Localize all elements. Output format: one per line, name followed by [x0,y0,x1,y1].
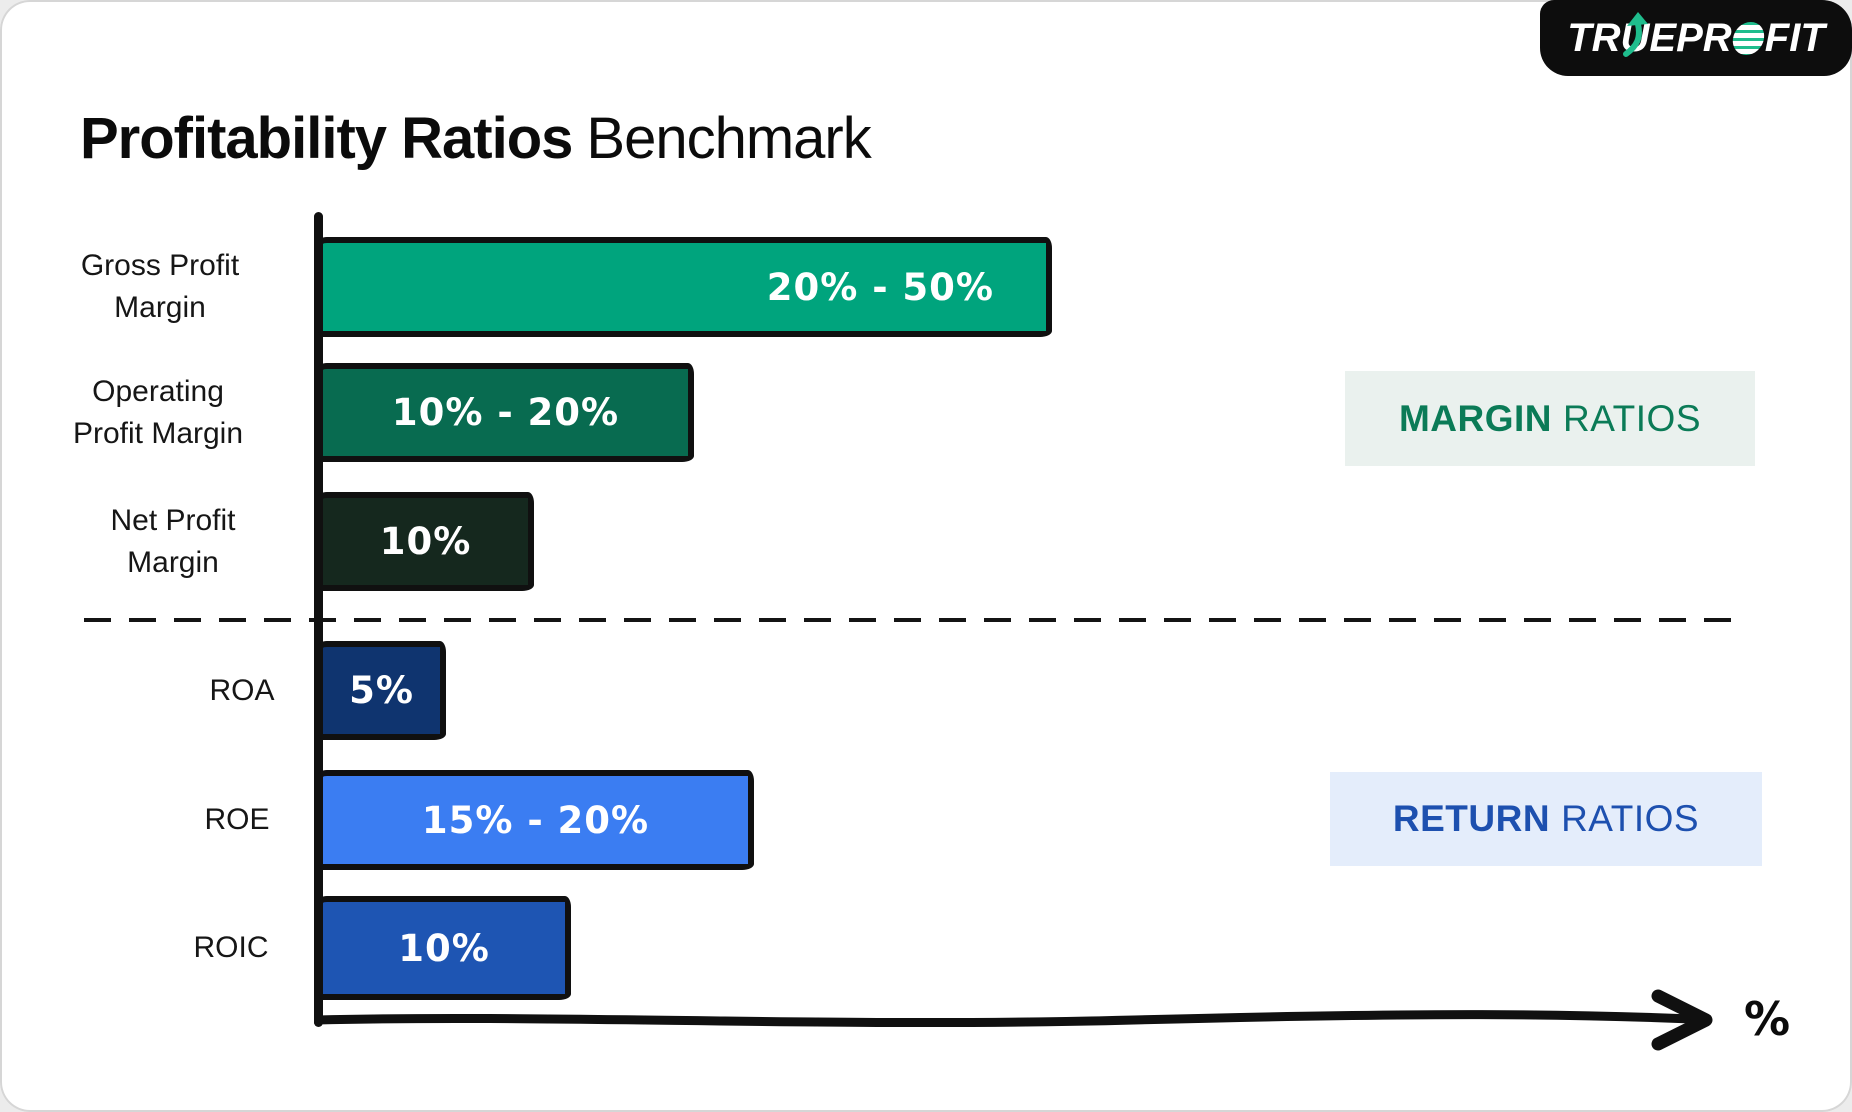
logo-letters: FIT [1764,16,1825,60]
group-separator-dashed-line [84,618,1746,622]
bar: 20% - 50% [317,237,1052,337]
bar-value-label: 20% - 50% [766,265,994,309]
bar: 10% [317,896,571,1000]
x-axis-unit-label: % [1744,992,1791,1046]
badge-text-bold: RETURN [1392,798,1551,839]
logo-letters: TR [1567,16,1621,60]
page-title: Profitability Ratios Benchmark [80,105,872,172]
bar-category-label: ROIC [193,931,269,964]
bar-value-label: 5% [349,669,414,712]
bar: 10% - 20% [317,363,694,462]
bar-value-label: 10% [398,926,490,970]
bar-category-label: Gross Profit Margin [80,249,240,324]
bar-value-label: 10% [379,520,472,563]
page-title-bold: Profitability Ratios [80,105,573,171]
return-ratios-badge: RETURN RATIOS [1330,772,1762,866]
badge-text-regular: RATIOS [1563,397,1702,439]
bar-category-label: Operating Profit Margin [72,374,244,450]
bar-category-label: ROE [204,803,270,836]
badge-text-bold: MARGIN [1398,397,1553,439]
logo-letters: EPR [1649,16,1732,60]
x-axis-arrow [314,989,1713,1051]
y-axis-line [314,212,323,1027]
logo-wordmark: TRUEPROFIT [1567,12,1825,60]
bar: 5% [317,641,446,740]
logo-letter-u: U [1620,16,1650,60]
trueprofit-logo: TRUEPROFIT [1540,0,1852,76]
bar: 10% [317,492,534,591]
bar-category-label: Net Profit Margin [110,503,236,579]
bar-value-label: 10% - 20% [391,391,620,434]
bar-category-label: ROA [209,673,275,707]
page-title-regular: Benchmark [586,105,871,171]
margin-ratios-badge: MARGIN RATIOS [1345,371,1755,466]
bar: 15% - 20% [317,770,754,870]
badge-text-regular: RATIOS [1561,798,1700,839]
bar-value-label: 15% - 20% [421,798,650,842]
coin-stack-icon: O [1730,21,1767,55]
